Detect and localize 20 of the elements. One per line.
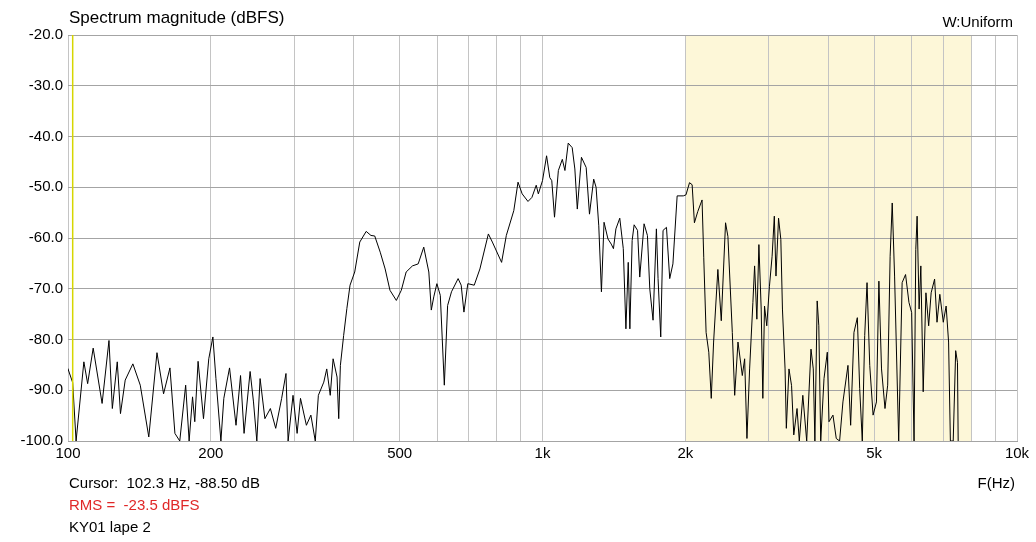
x-tick-label: 500: [387, 444, 413, 462]
text: RMS = -23.5 dBFS: [69, 496, 200, 513]
x-tick-label: 5k: [866, 444, 883, 462]
x-tick-label: 200: [198, 444, 224, 462]
y-tick-label: -60.0: [28, 228, 63, 246]
text: KY01 lape 2: [69, 518, 151, 535]
y-tick-label: -20.0: [28, 25, 63, 43]
text: Cursor: 102.3 Hz, -88.50 dB: [69, 474, 260, 491]
y-tick-label: -70.0: [28, 278, 63, 296]
y-tick-label: -90.0: [28, 380, 63, 398]
x-tick-label: 1k: [534, 444, 551, 462]
chart-title: Spectrum magnitude (dBFS): [69, 8, 285, 27]
x-tick-label: 10k: [1004, 444, 1030, 462]
x-tick-label: 2k: [677, 444, 694, 462]
y-tick-label: -30.0: [28, 75, 63, 93]
chart-subtitle: W:Uniform: [942, 13, 1013, 30]
y-tick-label: -40.0: [28, 126, 63, 144]
y-tick-label: -50.0: [28, 177, 63, 195]
x-axis-title: F(Hz): [977, 474, 1015, 491]
y-tick-label: -80.0: [28, 329, 63, 347]
